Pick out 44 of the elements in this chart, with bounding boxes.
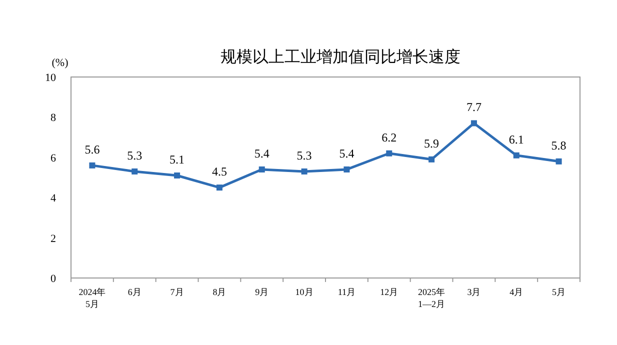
x-tick-label: 3月 [467, 287, 481, 297]
point [89, 162, 96, 168]
point [344, 166, 350, 172]
x-tick-label: 2025年 1—2月 [418, 287, 446, 309]
y-tick-label: 4 [50, 192, 56, 205]
y-tick-label: 8 [50, 112, 56, 124]
point [470, 120, 477, 126]
point [513, 152, 520, 158]
data-label: 5.4 [254, 146, 270, 160]
data-label: 6.2 [382, 130, 397, 144]
x-tick-label: 8月 [212, 287, 226, 297]
x-tick-label: 7月 [170, 287, 184, 297]
y-tick-label: 2 [50, 232, 56, 245]
data-label: 5.1 [170, 152, 185, 166]
data-label: 7.7 [466, 100, 482, 114]
point [386, 150, 392, 156]
data-label: 5.4 [339, 146, 354, 160]
data-label: 5.3 [127, 148, 142, 162]
point [132, 168, 138, 174]
point [428, 156, 435, 162]
point [216, 184, 222, 191]
x-tick-label: 5月 [552, 287, 566, 297]
y-axis-title: (%) [52, 57, 69, 69]
point [258, 166, 265, 172]
point [301, 168, 308, 174]
x-tick-label: 9月 [255, 287, 269, 297]
point [556, 158, 562, 164]
x-tick-label: 6月 [128, 287, 142, 297]
y-tick-label: 6 [50, 152, 56, 164]
y-tick-label: 10 [45, 72, 56, 84]
x-tick-label: 4月 [510, 287, 524, 297]
data-label: 5.9 [424, 136, 440, 150]
data-label: 5.3 [296, 148, 312, 162]
data-label: 6.1 [508, 132, 524, 146]
y-tick-label: 0 [50, 273, 56, 285]
x-tick-label: 2024年 5月 [78, 287, 106, 309]
data-label: 5.6 [84, 142, 100, 156]
chart-title: 规模以上工业增加值同比增长速度 [220, 48, 460, 66]
x-tick-label: 10月 [295, 287, 314, 297]
data-label: 4.5 [212, 164, 227, 179]
data-label: 5.8 [551, 138, 566, 152]
point [174, 172, 180, 178]
x-tick-label: 11月 [338, 287, 356, 297]
x-tick-label: 12月 [380, 287, 398, 297]
